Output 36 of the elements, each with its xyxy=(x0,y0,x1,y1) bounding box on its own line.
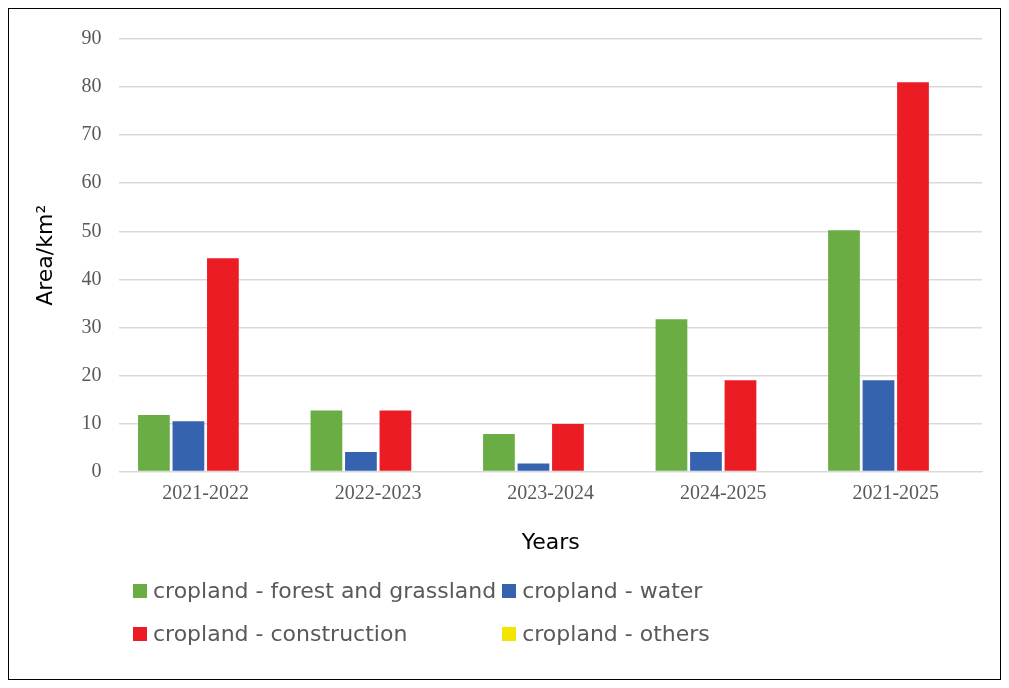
legend-label: cropland - forest and grassland xyxy=(153,578,497,603)
y-tick-label: 20 xyxy=(81,362,102,385)
legend-label: cropland - construction xyxy=(153,621,408,646)
y-axis-title: Area/km² xyxy=(31,204,57,306)
y-tick-label: 80 xyxy=(81,74,102,97)
bar xyxy=(138,414,170,471)
legend-label: cropland - others xyxy=(522,621,710,646)
y-tick-label: 0 xyxy=(91,458,102,481)
x-tick-label: 2022-2023 xyxy=(334,480,422,503)
x-tick-label: 2023-2024 xyxy=(507,480,595,503)
bar xyxy=(655,319,688,471)
bar xyxy=(483,434,515,471)
bar xyxy=(310,410,343,471)
bar xyxy=(724,380,757,471)
x-tick-label: 2024-2025 xyxy=(679,480,767,503)
y-tick-label: 40 xyxy=(81,266,102,289)
y-tick-label: 90 xyxy=(81,26,102,49)
legend-label: cropland - water xyxy=(522,578,703,603)
y-tick-label: 10 xyxy=(81,410,102,433)
bar xyxy=(828,230,860,471)
x-axis-title: Years xyxy=(520,528,580,554)
bar xyxy=(172,421,205,471)
bar xyxy=(345,451,377,471)
y-tick-label: 70 xyxy=(81,122,102,145)
bar xyxy=(552,424,584,471)
y-tick-label: 60 xyxy=(81,170,102,193)
x-tick-label: 2021-2025 xyxy=(852,480,940,503)
bar xyxy=(207,258,239,471)
bar xyxy=(862,380,895,471)
bar xyxy=(517,463,550,471)
x-tick-label: 2021-2022 xyxy=(162,480,249,503)
bar xyxy=(897,82,929,471)
bar xyxy=(690,451,722,471)
y-tick-label: 50 xyxy=(81,218,102,241)
y-tick-label: 30 xyxy=(81,314,102,337)
bar xyxy=(379,410,412,471)
